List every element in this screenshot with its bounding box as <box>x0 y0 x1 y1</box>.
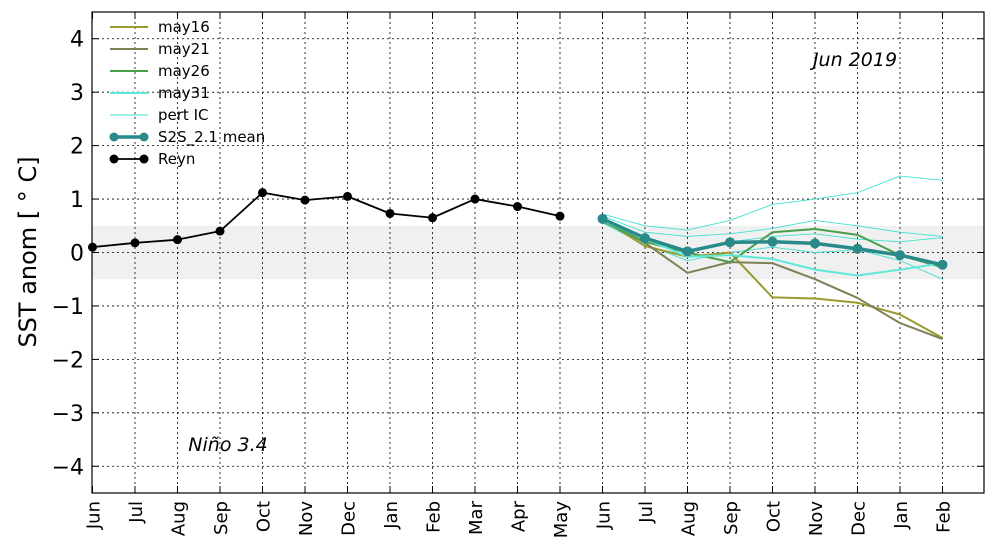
data-point-s2s-2-1-mean <box>640 233 650 244</box>
y-tick-label: 3 <box>70 81 84 106</box>
legend-marker-reyn <box>139 154 149 164</box>
y-tick-label: 1 <box>70 188 84 213</box>
data-point-s2s-2-1-mean <box>937 259 948 270</box>
data-point-reyn <box>428 213 437 223</box>
data-point-s2s-2-1-mean <box>767 236 778 247</box>
tick-layer: −4 −3 −2 −1 0 1 2 3 4 Jun Jul Aug Sep Oct Nov Dec Jan Feb… <box>52 12 984 538</box>
y-tick-label: 4 <box>70 28 84 53</box>
annotation-date: Jun 2019 <box>809 49 897 71</box>
y-axis-label: SST anom [ ° C] <box>14 156 42 347</box>
legend-label-reyn: Reyn <box>158 150 195 168</box>
x-tick-label: Nov <box>296 501 317 536</box>
series-line-pert-ic <box>602 175 943 231</box>
x-tick-label: Feb <box>424 501 445 533</box>
data-point-reyn <box>385 208 395 218</box>
x-tick-label: Sep <box>211 501 232 535</box>
x-tick-label: Mar <box>466 500 487 535</box>
series-line-may16 <box>601 218 943 339</box>
data-point-reyn <box>300 195 310 205</box>
x-tick-label: Jun <box>84 501 105 530</box>
x-tick-label: Dec <box>339 501 360 536</box>
data-point-reyn <box>470 194 480 204</box>
y-tick-label: 0 <box>70 242 84 267</box>
legend-marker-s2s-2-1-mean <box>109 132 119 142</box>
x-tick-label: Nov <box>806 501 827 536</box>
data-point-s2s-2-1-mean <box>852 243 863 254</box>
legend-marker-s2s-2-1-mean <box>139 132 149 142</box>
y-tick-label: −2 <box>52 348 84 373</box>
data-point-reyn <box>555 211 565 221</box>
series-line-pert-ic <box>602 215 943 237</box>
x-tick-label: May <box>551 501 572 539</box>
data-point-s2s-2-1-mean <box>725 237 735 248</box>
x-tick-label: Aug <box>679 501 700 536</box>
data-point-reyn <box>513 202 522 212</box>
series-line-may31 <box>602 219 943 277</box>
legend-marker-reyn <box>109 154 119 164</box>
y-tick-label: −3 <box>52 402 84 427</box>
x-tick-label: Jan <box>891 501 912 530</box>
legend-label-may26: may26 <box>158 62 210 80</box>
legend-label-may31: may31 <box>158 84 210 102</box>
series-line-reyn <box>92 191 561 249</box>
x-tick-label: Jun <box>594 501 615 530</box>
x-tick-label: Dec <box>849 501 870 536</box>
data-point-s2s-2-1-mean <box>810 238 820 249</box>
legend-label-may21: may21 <box>158 40 210 58</box>
y-tick-label: −1 <box>52 295 84 320</box>
data-point-reyn <box>343 191 352 201</box>
series-line-may21 <box>602 218 943 341</box>
legend-label-pert-ic: pert IC <box>158 106 208 124</box>
data-point-s2s-2-1-mean <box>895 250 905 261</box>
x-tick-label: Apr <box>509 500 530 532</box>
data-point-s2s-2-1-mean <box>682 246 693 257</box>
legend-label-may16: may16 <box>158 18 210 36</box>
data-point-reyn <box>173 235 182 245</box>
x-tick-label: Aug <box>169 501 190 536</box>
y-tick-label: −4 <box>52 455 84 480</box>
data-point-reyn <box>215 226 225 236</box>
data-point-s2s-2-1-mean <box>597 213 608 224</box>
x-tick-label: Jan <box>381 501 402 530</box>
x-tick-label: Sep <box>721 501 742 535</box>
x-tick-label: Jul <box>636 501 657 524</box>
x-tick-label: Oct <box>764 501 785 532</box>
x-tick-label: Feb <box>934 501 955 533</box>
y-tick-label: 2 <box>70 135 84 160</box>
data-point-reyn <box>258 188 267 198</box>
data-point-reyn <box>130 238 140 248</box>
annotation-region: Niño 3.4 <box>188 434 267 456</box>
legend-label-s2s-2-1-mean: S2S_2.1 mean <box>158 128 265 147</box>
x-tick-label: Oct <box>254 501 275 532</box>
series-layer <box>88 175 948 341</box>
legend: may16 may21 may26 may31 pert IC S2S_2.1 mean R… <box>109 18 265 168</box>
x-tick-label: Jul <box>126 501 147 524</box>
